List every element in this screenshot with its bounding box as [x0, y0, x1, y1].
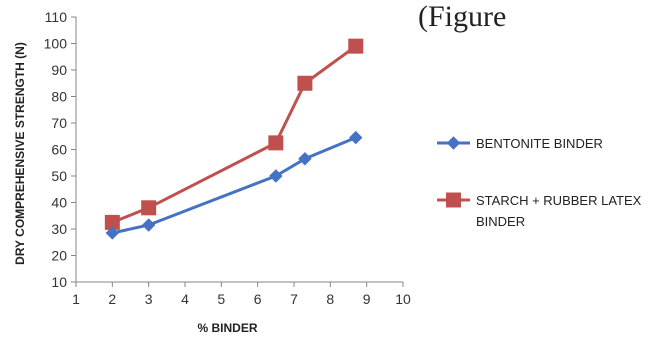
- data-point: [297, 75, 313, 91]
- x-axis-title: % BINDER: [197, 321, 257, 335]
- legend-label: STARCH + RUBBER LATEX: [476, 193, 642, 208]
- y-tick-label: 80: [51, 89, 67, 105]
- data-point: [298, 152, 312, 166]
- data-point: [141, 218, 156, 232]
- legend-entry-bentonite: BENTONITE BINDER: [437, 136, 603, 151]
- series-bentonite: [105, 130, 363, 240]
- data-point: [349, 130, 363, 145]
- series-starch-rubber-latex: [104, 38, 364, 230]
- y-tick-label: 10: [51, 274, 67, 290]
- y-axis-ticks: 10 20 30 40 50 60 70 80 90 100 110: [44, 9, 76, 290]
- x-axis-ticks: 1 2 3 4 5 6 7 8 9 10: [72, 282, 411, 307]
- x-tick-label: 4: [181, 291, 189, 307]
- y-tick-label: 30: [51, 221, 67, 237]
- y-tick-label: 20: [51, 248, 67, 264]
- chart-legend: BENTONITE BINDER STARCH + RUBBER LATEX BIN…: [437, 136, 642, 229]
- y-tick-label: 110: [45, 9, 68, 25]
- legend-marker: [446, 136, 461, 150]
- y-tick-label: 60: [51, 142, 67, 158]
- y-tick-label: 40: [51, 195, 67, 211]
- legend-label: BINDER: [476, 214, 525, 229]
- chart-axes: [75, 17, 403, 283]
- y-tick-label: 100: [44, 36, 68, 52]
- partial-header-text: (Figure: [418, 0, 506, 33]
- legend-marker: [446, 192, 461, 208]
- series-layer: [104, 38, 364, 240]
- legend-entry-starch-rubber-latex: STARCH + RUBBER LATEX BINDER: [437, 192, 642, 229]
- data-point: [348, 38, 364, 54]
- data-point: [269, 169, 283, 183]
- x-tick-label: 3: [145, 291, 153, 307]
- x-tick-label: 6: [254, 291, 262, 307]
- data-point: [268, 135, 284, 151]
- y-tick-label: 90: [51, 62, 67, 78]
- y-tick-label: 50: [51, 168, 67, 184]
- x-tick-label: 7: [290, 291, 298, 307]
- x-tick-label: 5: [217, 291, 225, 307]
- x-tick-label: 8: [326, 291, 334, 307]
- data-point: [141, 200, 157, 216]
- y-tick-label: 70: [51, 115, 67, 131]
- legend-label: BENTONITE BINDER: [476, 136, 603, 151]
- x-tick-label: 2: [108, 291, 116, 307]
- x-tick-label: 1: [72, 291, 80, 307]
- x-tick-label: 10: [395, 291, 411, 307]
- y-axis-title: DRY COMPREHENSIVE STRENGTH (N): [13, 42, 27, 265]
- x-tick-label: 9: [363, 291, 371, 307]
- series-line: [111, 44, 357, 224]
- data-point: [105, 226, 120, 240]
